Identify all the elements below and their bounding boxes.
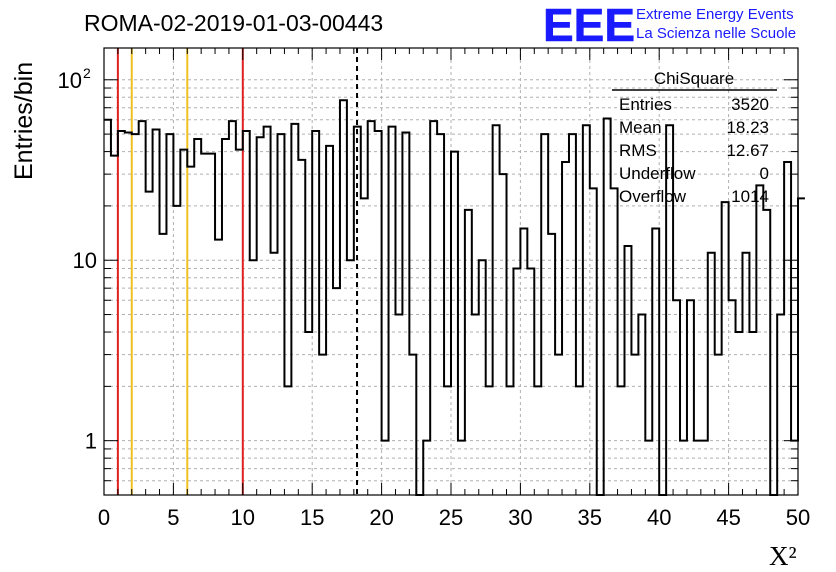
- histogram-bin: [222, 139, 229, 495]
- histogram-bin: [111, 156, 118, 495]
- histogram-bin: [173, 206, 180, 495]
- stats-title: ChiSquare: [654, 69, 734, 88]
- stats-label: Underflow: [619, 164, 696, 183]
- histogram-bin: [250, 260, 257, 495]
- y-axis-label: Entries/bin: [10, 62, 38, 180]
- y-tick-label: 10: [58, 68, 82, 93]
- stats-value: 0: [760, 164, 769, 183]
- histogram-bin: [687, 300, 694, 495]
- histogram-bin: [146, 192, 153, 495]
- histogram-bin: [722, 202, 729, 495]
- histogram-bin: [194, 139, 201, 495]
- stats-label: Mean: [619, 118, 662, 137]
- histogram-bin: [500, 174, 507, 495]
- histogram-bin: [208, 154, 215, 495]
- histogram-bin: [430, 121, 437, 495]
- histogram-bin: [777, 315, 784, 495]
- histogram-bin: [715, 355, 722, 495]
- histogram-bin: [139, 121, 146, 495]
- histogram-bin: [555, 355, 562, 495]
- stats-rows: Entries 3520 Mean 18.23 RMS 12.67 Underflow 0 Ov…: [619, 95, 769, 206]
- x-tick-label: 40: [647, 505, 671, 530]
- histogram-bin: [527, 268, 534, 495]
- histogram-bin: [562, 162, 569, 495]
- histogram-bin: [347, 260, 354, 495]
- y-tick-exponent: 2: [83, 65, 91, 81]
- histogram-line: [104, 99, 805, 496]
- histogram-bin: [784, 162, 791, 495]
- histogram-bin: [340, 100, 347, 495]
- histogram-bin: [625, 246, 632, 495]
- histogram-bin: [201, 154, 208, 495]
- x-tick-label: 0: [98, 505, 110, 530]
- histogram-bin: [548, 234, 555, 495]
- x-tick-label: 15: [300, 505, 324, 530]
- histogram-bin: [104, 120, 111, 495]
- x-tick-label: 45: [716, 505, 740, 530]
- histogram-bin: [368, 121, 375, 495]
- y-tick-label: 10: [73, 248, 97, 273]
- x-axis-label: X²: [769, 541, 797, 571]
- stats-value: 3520: [731, 95, 769, 114]
- histogram-bin: [472, 315, 479, 495]
- stats-label: Overflow: [619, 187, 687, 206]
- histogram-bin: [236, 150, 243, 495]
- histogram-bin: [395, 315, 402, 495]
- stats-value: 1014: [731, 187, 769, 206]
- histogram-bin: [264, 127, 271, 495]
- eee-logo: EEE Extreme Energy Events La Scienza nel…: [543, 0, 796, 51]
- histogram-bin: [229, 121, 236, 495]
- histogram-bin: [389, 127, 396, 495]
- grid: [104, 48, 798, 495]
- histogram-bin: [305, 332, 312, 495]
- reference-lines: [116, 48, 359, 495]
- histogram-bin: [409, 355, 416, 495]
- logo-line2: La Scienza nelle Scuole: [636, 25, 796, 42]
- histogram-bin: [465, 210, 472, 495]
- histogram-bin: [583, 125, 590, 495]
- histogram-bin: [493, 125, 500, 495]
- histogram-bin: [319, 355, 326, 495]
- x-tick-label: 25: [439, 505, 463, 530]
- x-tick-label: 30: [508, 505, 532, 530]
- histogram-bin: [736, 332, 743, 495]
- histogram-bin: [798, 198, 805, 495]
- histogram-bin: [333, 288, 340, 495]
- stats-label: RMS: [619, 141, 657, 160]
- run-title: ROMA-02-2019-01-03-00443: [84, 10, 383, 36]
- histogram-bin: [361, 198, 368, 495]
- histogram-bin: [257, 137, 264, 495]
- stats-box: ChiSquare Entries 3520 Mean 18.23 RMS 12.67 Un…: [612, 69, 777, 206]
- histogram-bin: [763, 210, 770, 495]
- x-tick-label: 20: [369, 505, 393, 530]
- histogram-bin: [673, 300, 680, 495]
- histogram-bin: [479, 260, 486, 495]
- x-tick-label: 50: [786, 505, 810, 530]
- x-tick-label: 10: [231, 505, 255, 530]
- stats-value: 18.23: [726, 118, 769, 137]
- y-tick-label: 1: [85, 429, 97, 454]
- histogram-bin: [326, 146, 333, 495]
- stats-value: 12.67: [726, 141, 769, 160]
- histogram-bin: [180, 150, 187, 495]
- stats-label: Entries: [619, 95, 672, 114]
- histogram: [104, 99, 805, 496]
- logo-eee-text: EEE: [543, 0, 635, 51]
- histogram-bin: [187, 167, 194, 495]
- x-tick-label: 5: [167, 505, 179, 530]
- histogram-bin: [451, 152, 458, 495]
- histogram-bin: [631, 355, 638, 495]
- histogram-bin: [160, 234, 167, 495]
- histogram-bin: [638, 315, 645, 495]
- histogram-bin: [298, 160, 305, 495]
- histogram-bin: [604, 119, 611, 495]
- histogram-bin: [749, 332, 756, 495]
- x-tick-label: 35: [578, 505, 602, 530]
- logo-line1: Extreme Energy Events: [636, 6, 794, 23]
- histogram-bin: [513, 268, 520, 495]
- histogram-bin: [291, 124, 298, 495]
- histogram-bin: [729, 300, 736, 495]
